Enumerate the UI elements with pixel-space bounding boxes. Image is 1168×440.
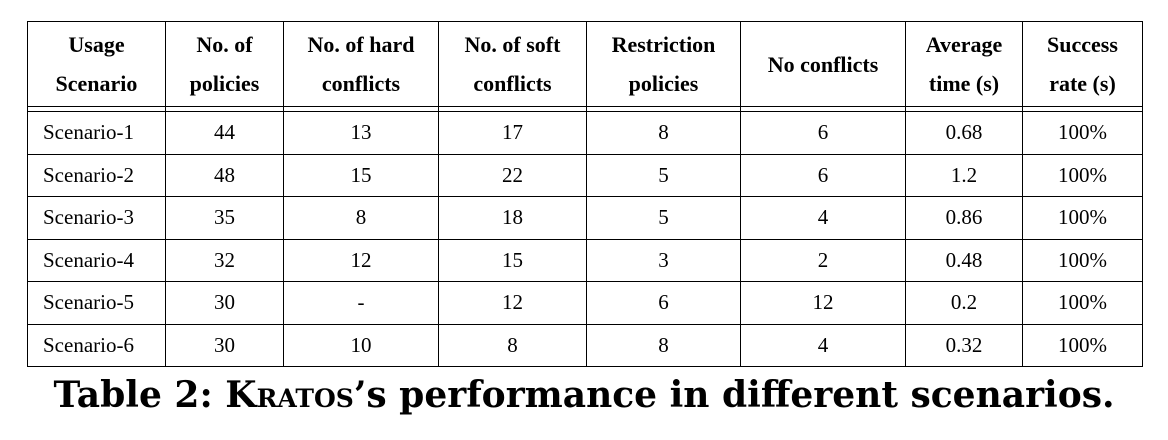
cell-restriction-policies: 6 bbox=[587, 282, 741, 325]
header-hard-conflicts: No. of hard conflicts bbox=[284, 22, 439, 107]
cell-hard-conflicts: 12 bbox=[284, 239, 439, 282]
cell-average-time: 1.2 bbox=[906, 154, 1023, 197]
cell-restriction-policies: 8 bbox=[587, 112, 741, 155]
cell-no-conflicts: 4 bbox=[741, 197, 906, 240]
cell-restriction-policies: 8 bbox=[587, 324, 741, 366]
table-body: Scenario-1 44 13 17 8 6 0.68 100% Scenar… bbox=[28, 112, 1142, 366]
table-row: Scenario-1 44 13 17 8 6 0.68 100% bbox=[28, 112, 1142, 155]
cell-no-conflicts: 6 bbox=[741, 154, 906, 197]
cell-policies: 30 bbox=[166, 282, 284, 325]
caption-prefix: Table 2: bbox=[53, 374, 226, 416]
table-row: Scenario-2 48 15 22 5 6 1.2 100% bbox=[28, 154, 1142, 197]
cell-average-time: 0.32 bbox=[906, 324, 1023, 366]
cell-soft-conflicts: 22 bbox=[439, 154, 587, 197]
cell-scenario: Scenario-5 bbox=[28, 282, 166, 325]
cell-no-conflicts: 4 bbox=[741, 324, 906, 366]
cell-soft-conflicts: 15 bbox=[439, 239, 587, 282]
table-row: Scenario-4 32 12 15 3 2 0.48 100% bbox=[28, 239, 1142, 282]
cell-restriction-policies: 5 bbox=[587, 154, 741, 197]
cell-hard-conflicts: 13 bbox=[284, 112, 439, 155]
cell-policies: 30 bbox=[166, 324, 284, 366]
header-usage-scenario: Usage Scenario bbox=[28, 22, 166, 107]
cell-scenario: Scenario-1 bbox=[28, 112, 166, 155]
cell-soft-conflicts: 17 bbox=[439, 112, 587, 155]
header-success-rate: Success rate (s) bbox=[1023, 22, 1142, 107]
cell-scenario: Scenario-4 bbox=[28, 239, 166, 282]
caption-system-name: Kratos bbox=[225, 374, 354, 416]
cell-hard-conflicts: 15 bbox=[284, 154, 439, 197]
cell-policies: 35 bbox=[166, 197, 284, 240]
cell-hard-conflicts: 8 bbox=[284, 197, 439, 240]
cell-restriction-policies: 5 bbox=[587, 197, 741, 240]
cell-success-rate: 100% bbox=[1023, 282, 1142, 325]
table-caption: Table 2: Kratos’s performance in differe… bbox=[0, 372, 1168, 418]
cell-success-rate: 100% bbox=[1023, 112, 1142, 155]
cell-average-time: 0.68 bbox=[906, 112, 1023, 155]
cell-scenario: Scenario-2 bbox=[28, 154, 166, 197]
cell-average-time: 0.2 bbox=[906, 282, 1023, 325]
cell-success-rate: 100% bbox=[1023, 240, 1142, 282]
cell-policies: 32 bbox=[166, 239, 284, 282]
table-row: Scenario-6 30 10 8 8 4 0.32 100% bbox=[28, 324, 1142, 366]
performance-table: Usage Scenario No. of policies No. of hard… bbox=[27, 21, 1143, 367]
header-soft-conflicts: No. of soft conflicts bbox=[439, 22, 587, 107]
header-no-conflicts: No conflicts bbox=[741, 22, 906, 107]
table-row: Scenario-3 35 8 18 5 4 0.86 100% bbox=[28, 197, 1142, 240]
cell-hard-conflicts: 10 bbox=[284, 324, 439, 366]
cell-no-conflicts: 6 bbox=[741, 112, 906, 155]
cell-policies: 44 bbox=[166, 112, 284, 155]
cell-policies: 48 bbox=[166, 154, 284, 197]
caption-suffix: ’s performance in different scenarios. bbox=[353, 374, 1115, 416]
header-restriction-policies: Restriction policies bbox=[587, 22, 741, 107]
cell-success-rate: 100% bbox=[1058, 332, 1107, 357]
table-row: Scenario-5 30 - 12 6 12 0.2 100% bbox=[28, 282, 1142, 325]
cell-soft-conflicts: 12 bbox=[439, 282, 587, 325]
cell-scenario: Scenario-6 bbox=[28, 324, 166, 366]
cell-restriction-policies: 3 bbox=[587, 239, 741, 282]
cell-no-conflicts: 2 bbox=[741, 239, 906, 282]
cell-no-conflicts: 12 bbox=[741, 282, 906, 325]
header-no-of-policies: No. of policies bbox=[166, 22, 284, 107]
cell-soft-conflicts: 18 bbox=[439, 197, 587, 240]
table-header: Usage Scenario No. of policies No. of hard… bbox=[28, 22, 1142, 107]
cell-average-time: 0.86 bbox=[906, 197, 1023, 240]
header-separator bbox=[28, 107, 1142, 112]
cell-scenario: Scenario-3 bbox=[28, 197, 166, 240]
cell-success-rate: 100% bbox=[1023, 197, 1142, 240]
header-average-time: Average time (s) bbox=[906, 22, 1023, 107]
cell-hard-conflicts: - bbox=[284, 282, 439, 325]
cell-average-time: 0.48 bbox=[906, 239, 1023, 282]
cell-soft-conflicts: 8 bbox=[439, 324, 587, 366]
performance-table-container: Usage Scenario No. of policies No. of hard… bbox=[27, 21, 1143, 367]
cell-success-rate: 100% bbox=[1023, 155, 1142, 197]
